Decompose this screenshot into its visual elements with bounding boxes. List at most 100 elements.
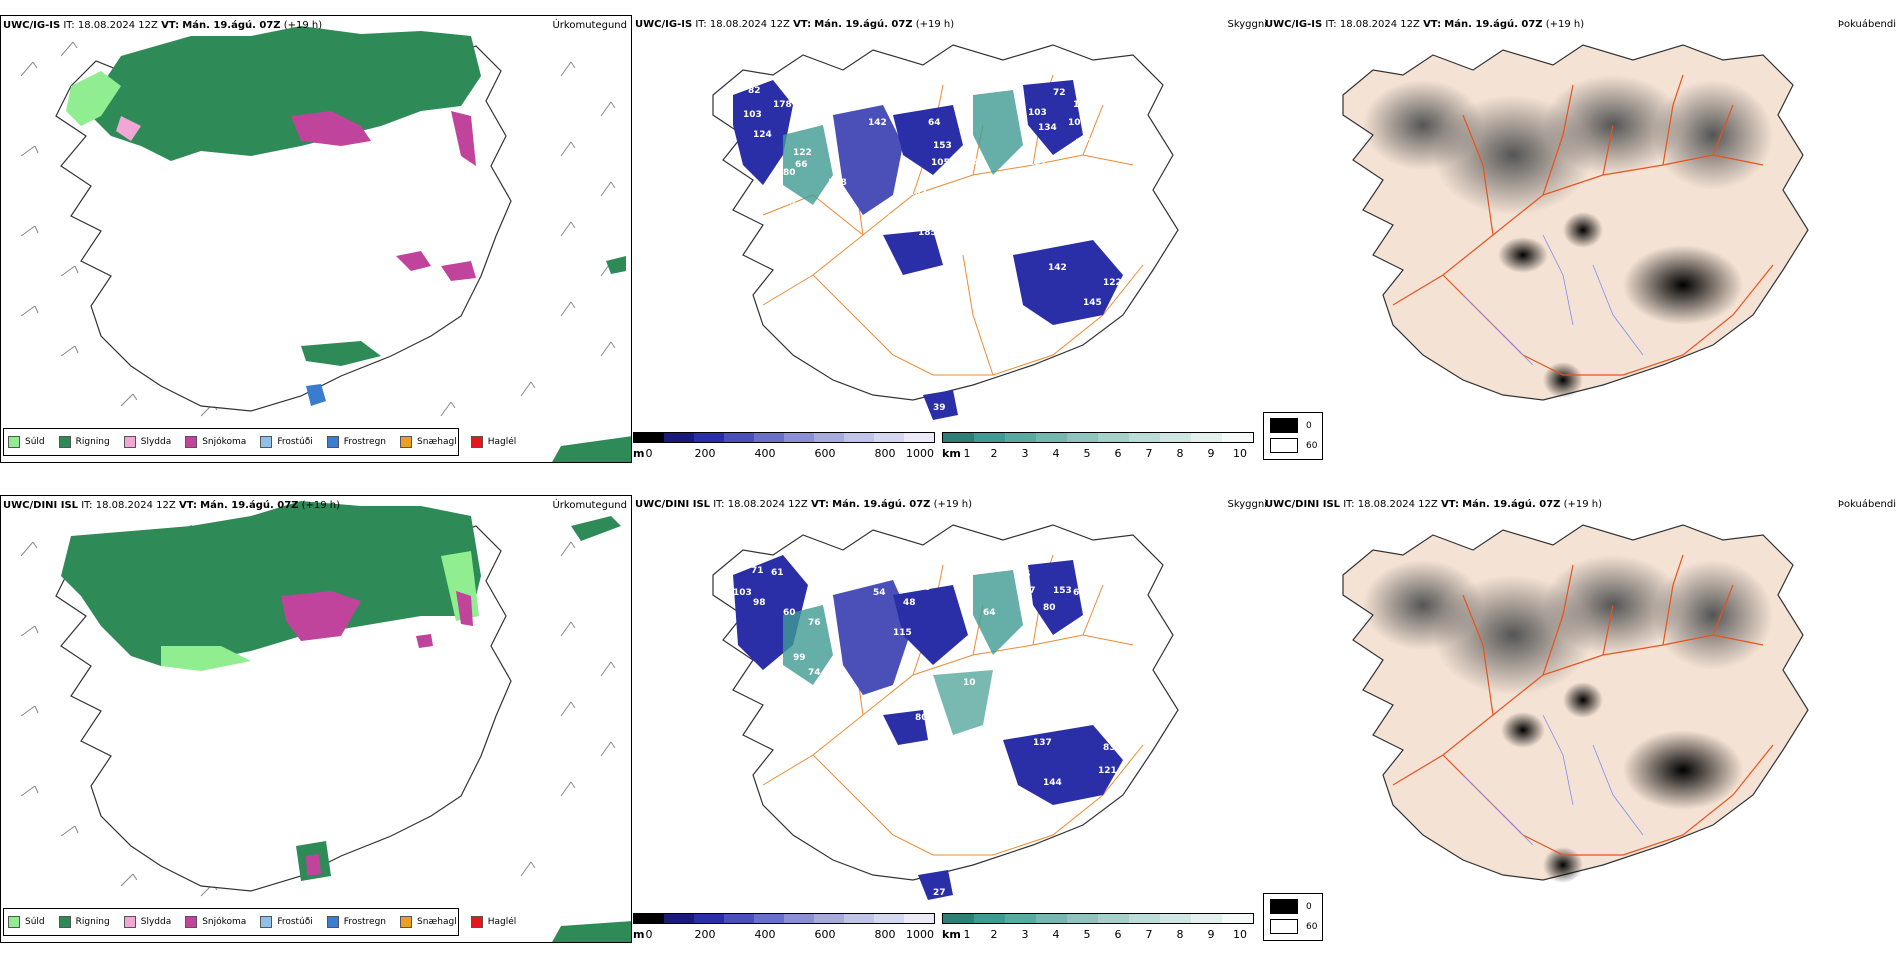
fog-shading — [1363, 555, 1773, 883]
precip-type-panel-bottom: UWC/DINI ISL IT: 18.08.2024 12Z VT: Mán.… — [0, 495, 632, 943]
cloud-base-label: 80 — [783, 168, 796, 178]
cloud-base-label: 48 — [903, 598, 916, 608]
snow-area-2 — [451, 111, 476, 166]
panel-type-label: Skyggni — [1227, 19, 1267, 30]
model-name: UWC/DINI ISL — [1265, 499, 1341, 510]
cloud-base-label: 66 — [795, 160, 808, 170]
cloud-base-label: 61 — [771, 568, 784, 578]
cloud-base-label: 160 — [1043, 193, 1062, 203]
wind-barbs — [20, 541, 616, 897]
snow-area-5 — [441, 261, 476, 281]
snow-area — [281, 591, 361, 641]
vt-value: Mán. 19.ágú. 07Z — [182, 20, 281, 31]
panel-type-label: Úrkomutegund — [552, 20, 627, 31]
cloud-base-label: 105 — [1068, 118, 1087, 128]
cloud-base-label: 76 — [808, 618, 821, 628]
cloud-base-label: 142 — [1048, 263, 1067, 273]
cloud-base-label: 39 — [933, 403, 946, 413]
legend-rain: Rigning — [58, 916, 110, 928]
cloud-base-label: 162 — [908, 188, 927, 198]
panel-type-label: Þokuábendi — [1837, 19, 1896, 30]
cloud-base-label: 98 — [888, 213, 901, 223]
cloud-base-gradient — [633, 432, 935, 443]
cloud-base-label: 134 — [1038, 123, 1057, 133]
snow-area-2 — [456, 591, 473, 626]
cloud-base-label: 80 — [1043, 603, 1056, 613]
snow-area-4 — [396, 251, 431, 271]
cloud-base-label: 99 — [793, 653, 806, 663]
legend-freezing-drizzle: Frostúði — [260, 916, 313, 928]
cloud-base-label: 93 — [1008, 238, 1021, 248]
cloud-base-label: 86 — [953, 168, 966, 178]
cloud-base-label: 185 — [918, 228, 937, 238]
cloud-base-label: 27 — [933, 888, 946, 898]
cloud-base-label: 72 — [1053, 88, 1066, 98]
cloud-panel-bottom: 71 61 103 98 60 76 99 74 62 68 54 48 50 63 85 97 153 80 62… — [633, 495, 1273, 955]
legend-snow: Snjókoma — [185, 916, 246, 928]
snow-area-3 — [416, 634, 433, 648]
legend-hail: Haglél — [470, 436, 516, 448]
cloud-base-label: 191 — [918, 678, 937, 688]
cloud-base-label: 50 — [918, 583, 931, 593]
cloud-base-label: 145 — [1083, 298, 1102, 308]
cloud-base-label: 62 — [783, 680, 796, 690]
fog-legend-top: 0 60 — [1263, 412, 1323, 460]
cloud-base-label: 64 — [928, 118, 941, 128]
visibility-gradient — [942, 913, 1254, 924]
cloud-base-label: 122 — [1103, 278, 1122, 288]
cloud-base-label: 63 — [953, 578, 966, 588]
cloud-base-label: 17 — [983, 718, 996, 728]
cloud-base-label: 124 — [753, 130, 772, 140]
cloud-base-label: 85 — [1018, 570, 1031, 580]
model-name: UWC/DINI ISL — [3, 500, 79, 511]
panel-type-label: Þokuábendi — [1837, 499, 1896, 510]
visibility-gradient — [942, 432, 1254, 443]
visibility-colorbar-top: km 1 2 3 4 5 6 7 8 9 10 — [942, 432, 1262, 462]
precip-legend: Súld Rigning Slydda Snjókoma Frostúði Fr… — [3, 908, 516, 936]
model-name: UWC/IG-IS — [635, 19, 693, 30]
it-value: 18.08.2024 12Z — [77, 20, 158, 31]
cloud-base-label: 71 — [751, 566, 764, 576]
model-name: UWC/IG-IS — [1265, 19, 1323, 30]
drizzle-area — [161, 646, 251, 671]
cloud-base-label: 153 — [1053, 586, 1072, 596]
rain-area-ne — [571, 516, 621, 541]
cloud-base-label: 190 — [1073, 100, 1092, 110]
cloud-panel-top: 82 178 103 124 122 66 80 140 79 188 142 48 64 153 105 8… — [633, 15, 1273, 475]
legend-freezing-rain: Frostregn — [326, 916, 386, 928]
cloud-base-label: 79 — [783, 198, 796, 208]
fog-shading — [1363, 75, 1773, 398]
low-cloud-areas — [733, 555, 1123, 900]
precip-map-bottom — [20, 501, 631, 942]
cloud-base-label: 97 — [1023, 586, 1036, 596]
legend-drizzle: Súld — [8, 916, 45, 928]
legend-snow: Snjókoma — [185, 436, 246, 448]
cloud-base-label: 60 — [783, 608, 796, 618]
cloud-base-label: 64 — [983, 608, 996, 618]
fog-legend-bottom: 0 60 — [1263, 893, 1323, 941]
rain-area-se — [552, 436, 631, 462]
cloud-base-label: 68 — [823, 698, 836, 708]
cloud-base-label: 24 — [883, 748, 896, 758]
rivers — [1462, 714, 1644, 846]
panel-type-label: Skyggni — [1227, 499, 1267, 510]
cloud-base-label: 105 — [931, 158, 950, 168]
cloud-base-label: 103 — [733, 588, 752, 598]
snow-area-south — [306, 854, 321, 876]
precip-map-top — [20, 26, 631, 462]
legend-snow-pellets: Snæhagl — [400, 916, 457, 928]
rain-area-se — [552, 921, 631, 942]
cloud-base-label: 62 — [1073, 588, 1086, 598]
cloud-base-label: 31 — [1053, 328, 1066, 338]
fog-map-bottom — [1342, 524, 1809, 883]
fog-panel-top: UWC/IG-IS IT: 18.08.2024 12Z VT: Mán. 19… — [1263, 15, 1900, 475]
cloud-base-gradient — [633, 913, 935, 924]
cloud-base-label: 137 — [1033, 738, 1052, 748]
rain-area — [61, 501, 481, 666]
cloud-base-label: 80 — [915, 713, 928, 723]
legend-sleet: Slydda — [123, 916, 171, 928]
cloud-base-label: 178 — [773, 100, 792, 110]
